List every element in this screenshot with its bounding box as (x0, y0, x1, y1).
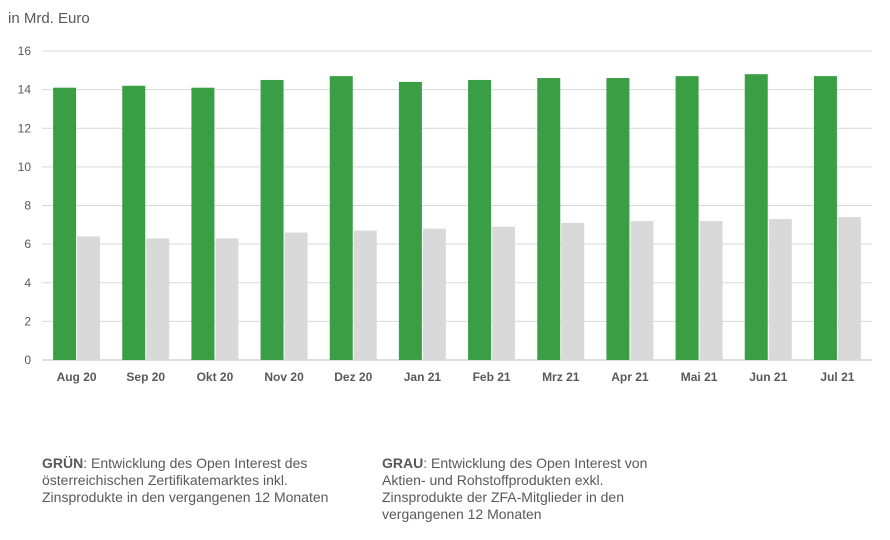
bar-grau (561, 222, 585, 360)
y-axis-ticks: 0 2 4 6 8 10 12 14 16 (18, 44, 32, 367)
x-tick-label: Okt 20 (197, 370, 234, 384)
legend-gray-title: GRAU (382, 455, 424, 471)
x-axis-ticks: Aug 20 Sep 20 Okt 20 Nov 20 Dez 20 Jan 21 Feb … (57, 370, 855, 384)
y-tick-label: 16 (18, 44, 32, 58)
bar-gruen (191, 87, 215, 360)
y-tick-label: 4 (24, 276, 31, 290)
x-tick-label: Jun 21 (749, 370, 787, 384)
x-tick-label: Sep 20 (126, 370, 165, 384)
bar-grau (630, 220, 654, 360)
legend-green-text: : Entwicklung des Open Interest des öste… (42, 455, 329, 505)
y-tick-label: 6 (24, 237, 31, 251)
y-axis-unit-label: in Mrd. Euro (8, 10, 90, 27)
x-tick-label: Feb 21 (473, 370, 511, 384)
bar-gruen (53, 87, 77, 360)
legend-green-title: GRÜN (42, 455, 84, 471)
x-tick-label: Aug 20 (57, 370, 97, 384)
legend-gray: GRAU: Entwicklung des Open Interest von … (382, 455, 682, 523)
bar-gruen (122, 85, 146, 360)
y-tick-label: 0 (24, 353, 31, 367)
bars (53, 74, 861, 361)
bar-grau (699, 220, 723, 360)
x-tick-label: Mrz 21 (542, 370, 580, 384)
x-tick-label: Mai 21 (681, 370, 718, 384)
y-tick-label: 12 (18, 121, 32, 135)
bar-gruen (260, 79, 284, 360)
bar-grau (284, 232, 308, 360)
x-tick-label: Jul 21 (820, 370, 854, 384)
y-tick-label: 8 (24, 199, 31, 213)
bar-grau (768, 219, 792, 360)
x-tick-label: Jan 21 (404, 370, 442, 384)
x-tick-label: Dez 20 (334, 370, 372, 384)
legend-green: GRÜN: Entwicklung des Open Interest des … (42, 455, 342, 506)
bar-grau (492, 226, 516, 360)
gridlines (42, 50, 872, 361)
y-tick-label: 14 (18, 83, 32, 97)
bar-gruen (329, 76, 353, 360)
bar-gruen (675, 76, 699, 360)
bar-grau (353, 230, 377, 360)
bar-gruen (537, 78, 561, 360)
bar-chart: 0 2 4 6 8 10 12 14 16 Aug 20 Sep 20 Okt 20 Nov 20 De… (18, 44, 872, 384)
bar-gruen (606, 78, 630, 360)
bar-grau (422, 228, 446, 360)
bar-grau (146, 238, 170, 360)
bar-grau (837, 217, 861, 360)
bar-gruen (744, 74, 768, 361)
x-tick-label: Nov 20 (264, 370, 304, 384)
bar-gruen (813, 76, 837, 360)
bar-grau (215, 238, 239, 360)
x-tick-label: Apr 21 (611, 370, 649, 384)
legend-gray-text: : Entwicklung des Open Interest von Akti… (382, 455, 648, 522)
bar-gruen (468, 79, 492, 360)
y-tick-label: 2 (24, 314, 31, 328)
bar-grau (77, 236, 101, 360)
bar-gruen (398, 81, 422, 361)
y-tick-label: 10 (18, 160, 32, 174)
